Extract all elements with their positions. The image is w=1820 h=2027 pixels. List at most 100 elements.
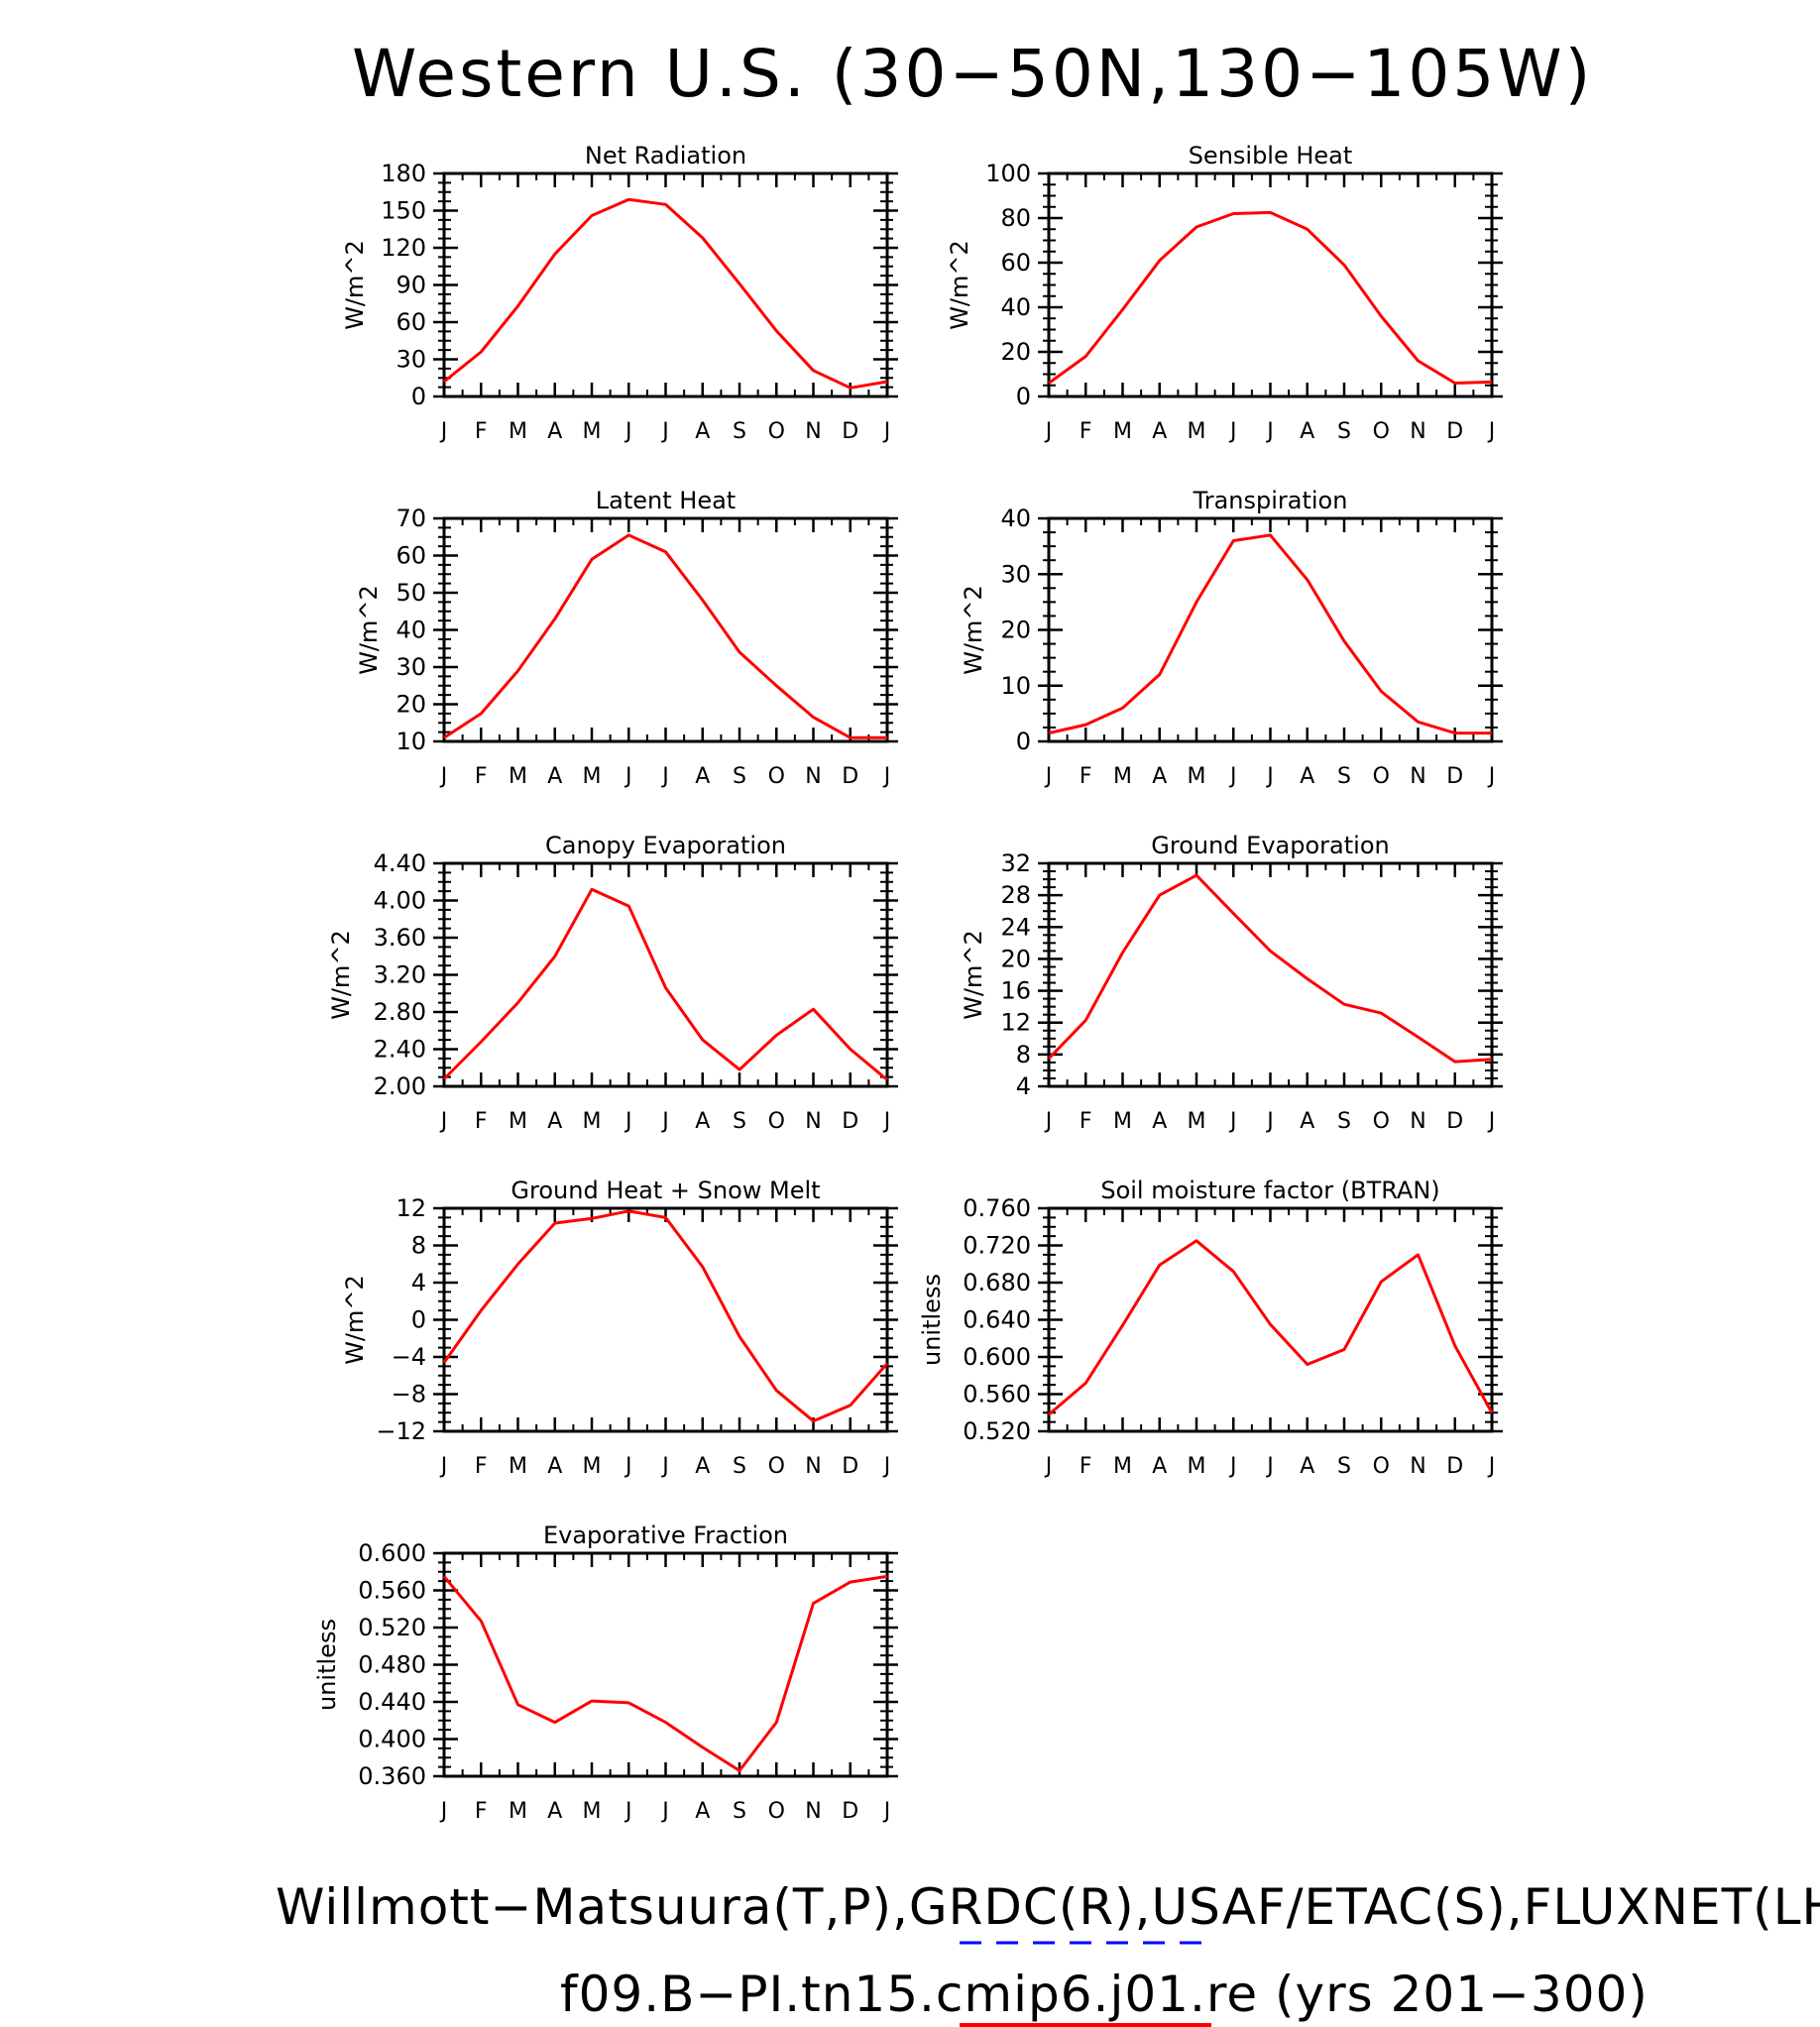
x-tick-label: S [733, 419, 746, 444]
y-tick-label: 16 [1000, 977, 1031, 1005]
x-tick-label: J [1487, 1454, 1496, 1479]
chart-panel-8: J F M A M J J A S O N D J0.5200.5600.6000.6400.6800.… [918, 1177, 1503, 1479]
x-tick-label: J [1228, 1454, 1237, 1479]
x-tick-label: M [509, 764, 527, 789]
x-tick-label: F [1080, 419, 1092, 444]
y-tick-label: 0.760 [963, 1194, 1031, 1222]
x-tick-label: A [695, 419, 710, 444]
x-tick-label: F [475, 1454, 488, 1479]
x-tick-label: S [1337, 764, 1351, 789]
x-tick-label: F [475, 1799, 488, 1824]
x-tick-label: S [733, 1109, 746, 1134]
x-tick-label: F [1080, 1454, 1092, 1479]
x-tick-label: O [768, 1109, 785, 1134]
y-tick-label: 0 [411, 383, 426, 410]
x-tick-label: N [1410, 1109, 1425, 1134]
y-tick-label: 0.600 [358, 1539, 426, 1567]
x-tick-label: O [1373, 1454, 1390, 1479]
plot-frame [1047, 1206, 1494, 1433]
y-tick-label: −8 [392, 1381, 426, 1408]
y-tick-label: 4 [411, 1269, 426, 1296]
y-axis-label: W/m^2 [327, 930, 355, 1020]
x-tick-label: N [1410, 764, 1425, 789]
y-tick-label: 20 [1000, 945, 1031, 972]
x-tick-label: J [1265, 1109, 1274, 1134]
x-tick-label: D [842, 419, 858, 444]
x-tick-label: A [1152, 1109, 1167, 1134]
x-tick-label: F [1080, 1109, 1092, 1134]
y-tick-label: 150 [381, 197, 426, 225]
series-line [1048, 1239, 1494, 1416]
x-tick-label: M [583, 764, 602, 789]
y-tick-label: 0.640 [963, 1306, 1031, 1334]
series-line [1048, 533, 1492, 735]
y-tick-label: 12 [1000, 1009, 1031, 1037]
x-tick-label: O [1373, 1109, 1390, 1134]
x-tick-label: M [1113, 1109, 1132, 1134]
x-tick-label: N [805, 419, 821, 444]
plot-frame [442, 1551, 889, 1778]
y-tick-label: 4.40 [374, 849, 426, 877]
x-tick-label: N [805, 1454, 821, 1479]
x-tick-label: D [842, 764, 858, 789]
x-tick-label: J [660, 764, 669, 789]
y-tick-label: 3.20 [374, 961, 426, 989]
y-tick-label: 0.720 [963, 1232, 1031, 1260]
y-tick-label: 40 [396, 617, 426, 644]
y-tick-label: 0 [411, 1306, 426, 1334]
panel-title: Evaporative Fraction [543, 1521, 788, 1549]
y-tick-label: 2.40 [374, 1036, 426, 1064]
x-tick-label: M [583, 1109, 602, 1134]
x-tick-label: J [624, 419, 632, 444]
y-tick-label: 60 [396, 542, 426, 570]
y-tick-label: 4 [1016, 1072, 1031, 1100]
y-tick-label: 10 [396, 728, 426, 755]
x-tick-label: J [882, 1799, 891, 1824]
footer-case-name: f09.B−PI.tn15.cmip6.j01.re (yrs 201−300) [560, 1966, 1649, 2023]
y-tick-label: 100 [985, 160, 1031, 187]
x-tick-label: J [1487, 419, 1496, 444]
chart-panel-5: J F M A M J J A S O N D J2.002.402.803.203.604.004.4… [327, 832, 898, 1134]
x-tick-label: J [1265, 419, 1274, 444]
panel-title: Ground Evaporation [1151, 832, 1389, 859]
x-tick-label: J [660, 1454, 669, 1479]
y-tick-label: 0.560 [963, 1381, 1031, 1408]
x-tick-label: J [882, 764, 891, 789]
plot-frame [1047, 171, 1494, 398]
y-tick-label: −4 [392, 1343, 426, 1371]
y-tick-label: −12 [376, 1417, 426, 1445]
x-tick-label: J [439, 1109, 448, 1134]
y-tick-label: 50 [396, 579, 426, 607]
x-tick-label: S [733, 1454, 746, 1479]
series-line [443, 533, 887, 739]
x-tick-label: A [1300, 1454, 1314, 1479]
x-tick-label: S [733, 764, 746, 789]
y-tick-label: 3.60 [374, 924, 426, 952]
x-tick-label: A [547, 1799, 562, 1824]
y-axis-label: unitless [313, 1619, 341, 1711]
y-tick-label: 0 [1016, 728, 1031, 755]
series-line [442, 1209, 889, 1423]
x-tick-label: D [1446, 419, 1463, 444]
x-tick-label: N [805, 764, 821, 789]
y-tick-label: 30 [396, 653, 426, 681]
x-tick-label: M [583, 1454, 602, 1479]
x-tick-label: M [1113, 1454, 1132, 1479]
x-tick-label: F [475, 764, 488, 789]
x-tick-label: S [733, 1799, 746, 1824]
plot-frame [1047, 516, 1494, 743]
x-tick-label: M [509, 1454, 527, 1479]
x-tick-label: A [1152, 419, 1167, 444]
panel-title: Canopy Evaporation [545, 832, 786, 859]
x-tick-label: J [439, 419, 448, 444]
x-tick-label: M [583, 1799, 602, 1824]
y-tick-label: 0.400 [358, 1726, 426, 1753]
x-tick-label: D [1446, 764, 1463, 789]
x-tick-label: D [1446, 1454, 1463, 1479]
x-tick-label: J [624, 1454, 632, 1479]
x-tick-label: N [805, 1109, 821, 1134]
plot-frame [442, 861, 889, 1088]
